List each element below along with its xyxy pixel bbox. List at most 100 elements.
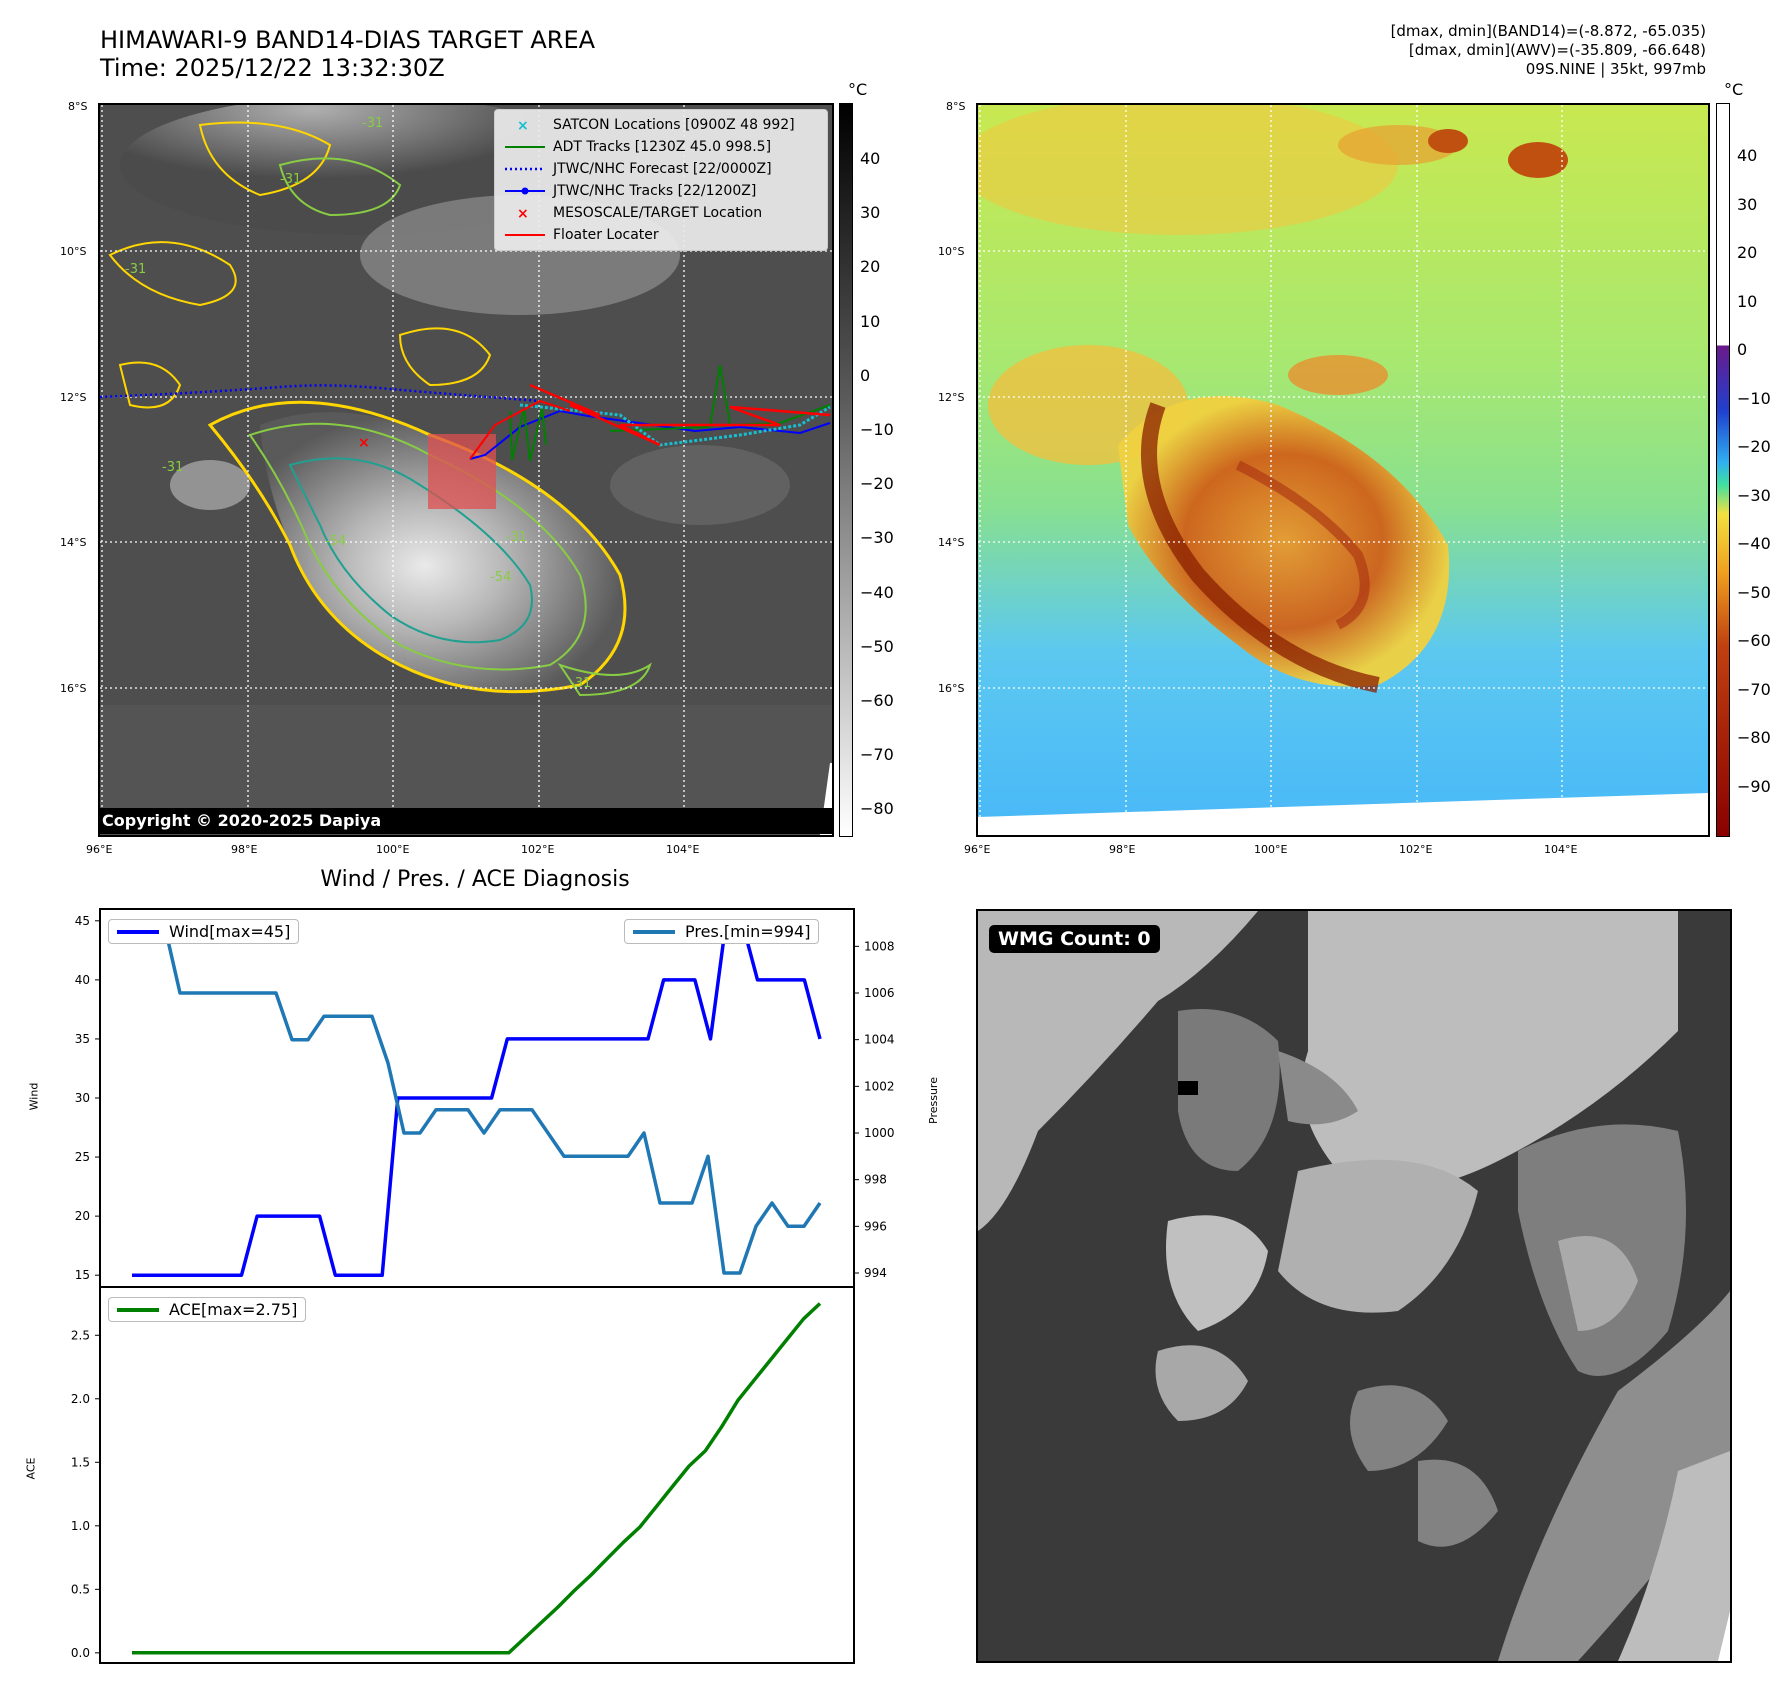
colorbar-tick-label: 40 [1737,146,1758,165]
legend-label: MESOSCALE/TARGET Location [553,205,763,221]
dotted-line-icon [503,158,547,180]
pressure-legend-label: Pres.[min=994] [685,922,811,941]
line-icon [503,224,547,246]
pressure-axis-label: 996 [864,1219,887,1233]
pressure-legend-line [633,929,675,934]
pressure-line [132,921,822,1275]
svg-text:×: × [358,435,370,451]
colorbar-tick-label: −10 [1737,388,1771,408]
lon-label: 104°E [1544,843,1578,856]
lat-label: 16°S [938,682,965,695]
lat-label: 8°S [68,100,88,113]
colorbar-tick-label: −40 [860,582,894,602]
wind-legend-line [117,929,159,934]
wind-axis-label: 35 [75,1032,90,1046]
wind-axis-label: 45 [75,914,90,928]
gray-colorbar [839,103,853,837]
colorbar-tick-label: 10 [860,311,881,331]
diagnosis-title: Wind / Pres. / ACE Diagnosis [320,867,630,892]
pressure-legend: Pres.[min=994] [624,919,820,944]
legend-label: ADT Tracks [1230Z 45.0 998.5] [553,139,772,155]
legend-label: SATCON Locations [0900Z 48 992] [553,117,795,133]
ace-axis-label: 0.0 [71,1646,90,1660]
colorbar-tick-label: 20 [1737,243,1758,262]
colorbar-tick-label: −20 [860,474,894,494]
lat-label: 16°S [60,682,87,695]
wind-legend: Wind[max=45] [108,919,300,944]
pressure-axis-label: 1000 [864,1126,895,1140]
legend-item-adt: ADT Tracks [1230Z 45.0 998.5] [503,136,819,158]
colorbar-unit: °C [848,80,868,99]
ace-legend: ACE[max=2.75] [108,1297,307,1322]
lat-label: 12°S [60,391,87,404]
lon-label: 98°E [1109,843,1136,856]
legend-item-satcon: × SATCON Locations [0900Z 48 992] [503,114,819,136]
wmg-count-badge: WMG Count: 0 [989,925,1160,953]
colorbar-tick-label: −20 [1737,437,1771,456]
lon-label: 102°E [1399,843,1433,856]
pressure-axis-label: 1002 [864,1079,895,1093]
lat-label: 8°S [946,100,966,113]
legend-label: JTWC/NHC Forecast [22/0000Z] [553,161,772,177]
info-line-3: 09S.NINE | 35kt, 997mb [1525,60,1706,78]
lat-label: 12°S [938,391,965,404]
svg-text:×: × [517,206,529,222]
colorbar-tick-label: −70 [860,745,894,765]
color-colorbar [1716,103,1730,837]
ace-axis-label: 2.5 [71,1328,90,1342]
colorbar-tick-label: 30 [860,203,881,223]
colorbar-tick-label: 0 [860,365,871,385]
colorbar-tick-label: −80 [860,799,894,819]
wind-axis-label: 25 [75,1150,90,1164]
colorbar-tick-label: 0 [1737,340,1748,359]
colorbar-tick-label: −60 [1737,631,1771,650]
colorbar-tick-label: −70 [1737,679,1771,699]
legend-item-tracks: JTWC/NHC Tracks [22/1200Z] [503,180,819,202]
satcon-x-icon: × [503,114,547,136]
ace-axis-label: ACE [24,1457,38,1480]
wind-axis-label: 30 [75,1091,90,1105]
lat-label: 10°S [938,245,965,258]
colorbar-tick-label: −40 [1737,534,1771,553]
contour-label: -31 [362,116,383,131]
lon-label: 100°E [1254,843,1288,856]
colorbar-tick-label: −60 [860,691,894,710]
wind-axis-label: Wind [27,1082,41,1111]
colorbar-tick-label: −10 [860,420,894,439]
contour-label: -54 [490,570,511,585]
contour-label: -31 [125,262,146,277]
lon-label: 96°E [964,843,991,856]
pressure-axis-label: 1004 [864,1033,895,1047]
info-line-2: [dmax, dmin](AWV)=(-35.809, -66.648) [1408,41,1706,59]
figure-info: [dmax, dmin](BAND14)=(-8.872, -65.035) [… [1391,22,1706,79]
copyright-banner: Copyright © 2020-2025 Dapiya [98,808,834,834]
colorbar-tick-label: −90 [1737,776,1771,796]
ace-axis-label: 1.0 [71,1519,90,1533]
wind-line [132,919,822,1277]
wmg-image [978,911,1730,1661]
legend-label: JTWC/NHC Tracks [22/1200Z] [553,183,757,199]
ace-legend-line [117,1307,159,1312]
ace-axis-label: 0.5 [71,1582,90,1596]
lat-label: 10°S [60,245,87,258]
wind-axis-label: 40 [75,973,90,987]
legend-item-forecast: JTWC/NHC Forecast [22/0000Z] [503,158,819,180]
pressure-axis-label: Pressure [926,1077,940,1124]
lon-label: 98°E [231,843,258,856]
legend-item-floater: Floater Locater [503,224,819,246]
colorbar-tick-label: −50 [860,636,894,656]
line-dot-icon [503,180,547,202]
contour-label: -31 [280,172,301,187]
legend-label: Floater Locater [553,227,659,243]
lat-label: 14°S [938,536,965,549]
colorbar-tick-label: 40 [860,149,881,168]
lat-label: 14°S [60,536,87,549]
figure-title: HIMAWARI-9 BAND14-DIAS TARGET AREA Time:… [100,26,595,82]
title-line-1: HIMAWARI-9 BAND14-DIAS TARGET AREA [100,26,596,54]
target-x-icon: × [503,202,547,224]
info-line-1: [dmax, dmin](BAND14)=(-8.872, -65.035) [1390,22,1706,40]
color-map-panel [976,103,1710,837]
wind-pressure-axes-frame [99,908,855,1288]
legend-item-mesoscale: × MESOSCALE/TARGET Location [503,202,819,224]
lon-label: 96°E [86,843,113,856]
